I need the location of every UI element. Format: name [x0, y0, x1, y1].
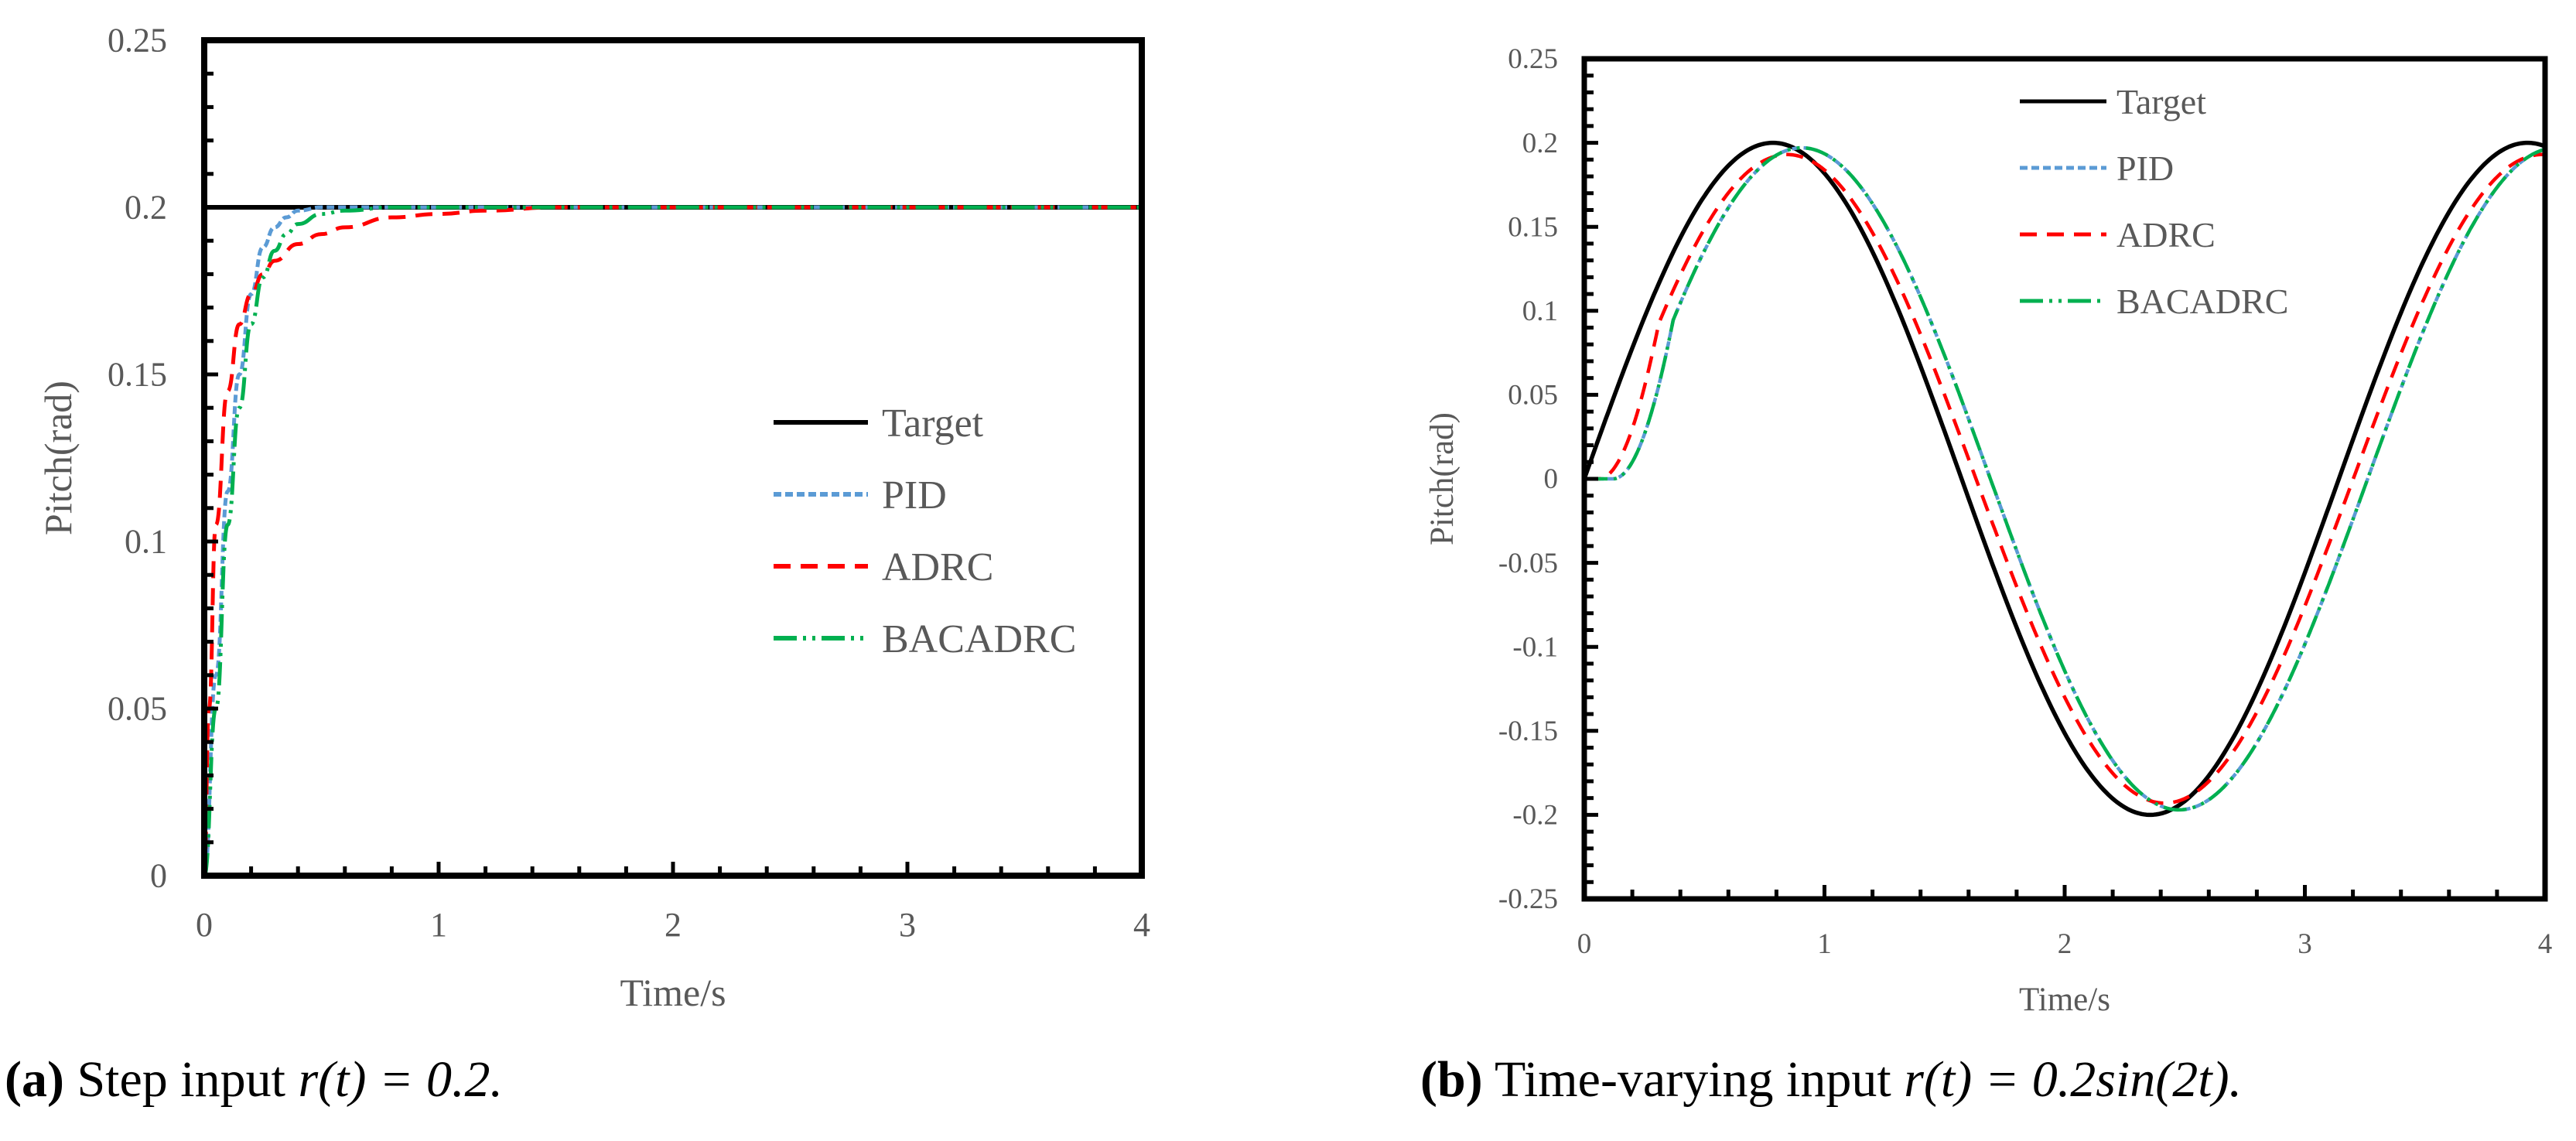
series-line-a-pid: [204, 205, 1142, 876]
x-tick-label-a: 2: [664, 906, 682, 944]
chart-a: 0 1 2 3 4 0 0.05 0.1 0.15 0.2 0.25 Time/s Pitch(rad)…: [36, 22, 1150, 1014]
x-tick-label-b: 3: [2298, 928, 2312, 960]
series-line-a-bacadrc: [204, 205, 1142, 876]
x-tick-label-a: 0: [196, 906, 213, 944]
y-tick-label-a: 0.25: [108, 22, 167, 60]
x-axis-label-b: Time/s: [2019, 982, 2110, 1018]
y-tick-label-a: 0.05: [108, 690, 167, 728]
y-tick-label-b: -0.05: [1498, 548, 1558, 579]
legend-label-b-pid: PID: [2116, 149, 2174, 188]
legend-b: Target PID ADRC BACADRC: [2020, 82, 2288, 321]
x-tick-label-b: 4: [2538, 928, 2553, 960]
caption-a-tag: (a): [5, 1051, 64, 1108]
series-line-b-bacadrc: [1584, 145, 2545, 812]
y-tick-label-b: -0.25: [1498, 883, 1558, 915]
legend-label-b-adrc: ADRC: [2116, 215, 2216, 255]
y-tick-label-b: -0.15: [1498, 716, 1558, 747]
plot-frame-b: [1581, 56, 2548, 902]
chart-b: 0 1 2 3 4 -0.25 -0.2 -0.15 -0.1 -0.05 0 0.05 0.1 0.15…: [1424, 43, 2552, 1018]
caption-b-text: Time-varying input: [1482, 1051, 1905, 1108]
series-line-a-target: [204, 204, 1142, 876]
y-tick-label-b: 0.25: [1508, 43, 1558, 75]
y-axis-label-a: Pitch(rad): [36, 381, 80, 535]
x-tick-label-a: 1: [430, 906, 447, 944]
series-group-a: [204, 204, 1142, 876]
series-line-b-pid: [1584, 145, 2545, 812]
y-tick-label-b: -0.1: [1512, 631, 1558, 663]
caption-a: (a) Step input r(t) = 0.2.: [5, 1050, 503, 1109]
legend-label-a-pid: PID: [882, 473, 947, 518]
series-line-b-adrc: [1584, 152, 2545, 805]
y-tick-label-a: 0: [150, 857, 167, 895]
caption-a-math: r(t) = 0.2.: [298, 1051, 503, 1108]
y-tick-label-b: 0.15: [1508, 211, 1558, 243]
caption-a-text: Step input: [63, 1051, 299, 1108]
legend-label-a-bacadrc: BACADRC: [882, 617, 1076, 661]
caption-b-tag: (b): [1420, 1051, 1483, 1108]
legend-a: Target PID ADRC BACADRC: [774, 401, 1076, 661]
y-tick-label-b: 0.1: [1522, 295, 1558, 327]
y-tick-label-b: -0.2: [1512, 800, 1558, 832]
y-tick-label-a: 0.2: [125, 189, 167, 227]
y-tick-label-a: 0.1: [125, 523, 167, 561]
legend-label-a-adrc: ADRC: [882, 545, 993, 589]
y-tick-label-b: 0: [1544, 463, 1559, 495]
caption-b-math: r(t) = 0.2sin(2t).: [1904, 1051, 2243, 1108]
series-line-b-target: [1584, 140, 2545, 818]
legend-label-b-target: Target: [2116, 82, 2206, 121]
caption-b: (b) Time-varying input r(t) = 0.2sin(2t)…: [1420, 1050, 2242, 1109]
x-tick-label-a: 4: [1133, 906, 1150, 944]
x-tick-label-a: 3: [899, 906, 916, 944]
legend-label-a-target: Target: [882, 401, 984, 446]
legend-label-b-bacadrc: BACADRC: [2116, 282, 2288, 321]
plot-frame-a: [201, 37, 1145, 879]
series-line-a-adrc: [204, 205, 1142, 876]
x-axis-label-a: Time/s: [620, 971, 726, 1014]
y-tick-label-b: 0.2: [1522, 128, 1558, 159]
x-tick-label-b: 2: [2058, 928, 2072, 960]
x-tick-label-b: 0: [1577, 928, 1592, 960]
x-tick-label-b: 1: [1817, 928, 1832, 960]
y-tick-label-b: 0.05: [1508, 380, 1558, 412]
series-group-b: [1584, 140, 2545, 818]
y-tick-label-a: 0.15: [108, 356, 167, 394]
y-axis-label-b: Pitch(rad): [1424, 412, 1461, 545]
